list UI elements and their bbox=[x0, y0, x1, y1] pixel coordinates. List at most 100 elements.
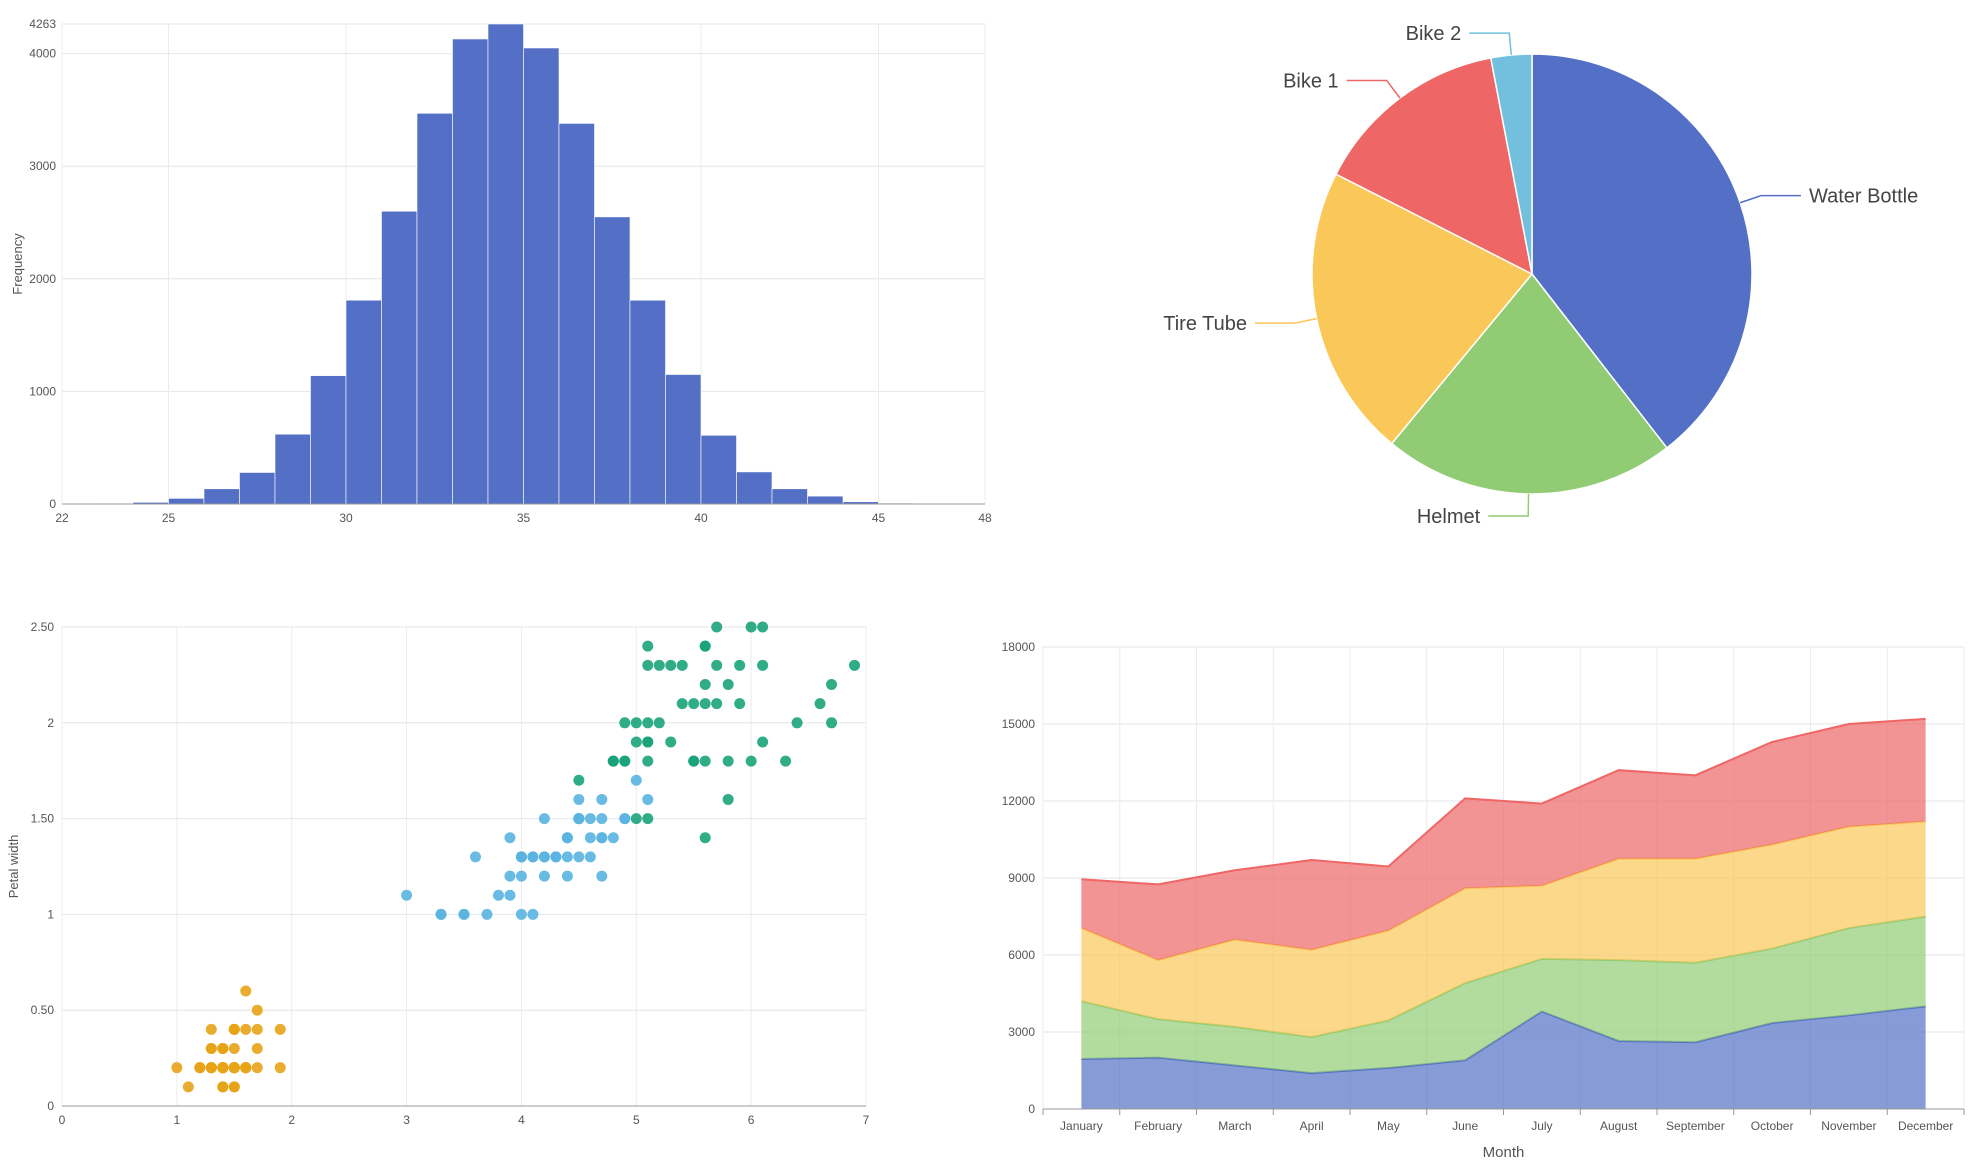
scatter-point bbox=[251, 1062, 263, 1074]
scatter-point bbox=[251, 1043, 263, 1055]
hist-x-tick-label: 48 bbox=[978, 511, 992, 525]
scatter-point bbox=[217, 1081, 229, 1093]
scatter-point bbox=[584, 832, 596, 844]
histogram-bar bbox=[629, 299, 666, 505]
scatter-point bbox=[619, 717, 631, 729]
area-series-fill bbox=[1081, 916, 1926, 1074]
scatter-point bbox=[171, 1062, 183, 1074]
histogram-bar bbox=[274, 433, 311, 505]
scatter-point bbox=[481, 908, 493, 920]
histogram-chart: 0 1000 2000 3000 4000 4263 22 25 30 35 40 45 48 Frequ… bbox=[10, 17, 992, 525]
area-x-tick-label: June bbox=[1452, 1119, 1478, 1133]
area-series-fill bbox=[1081, 718, 1926, 961]
scatter-point bbox=[676, 659, 688, 671]
scatter-point bbox=[596, 813, 608, 825]
scatter-point bbox=[584, 813, 596, 825]
scatter-point bbox=[205, 1043, 217, 1055]
histogram-bar bbox=[523, 47, 560, 505]
area-y-tick-label: 12000 bbox=[1002, 794, 1036, 808]
hist-x-tick-label: 30 bbox=[339, 511, 353, 525]
histogram-bar bbox=[594, 216, 631, 505]
scatter-point bbox=[515, 870, 527, 882]
area-x-tick-label: November bbox=[1821, 1119, 1876, 1133]
hist-y-tick-label: 3000 bbox=[29, 159, 56, 173]
scatter-y-tick-label: 1 bbox=[47, 907, 54, 921]
scatter-point bbox=[561, 851, 573, 863]
scatter-point bbox=[711, 698, 723, 710]
histogram-bar bbox=[239, 472, 276, 505]
scatter-point bbox=[538, 813, 550, 825]
scatter-point bbox=[814, 698, 826, 710]
scatter-point bbox=[653, 717, 665, 729]
scatter-point bbox=[251, 1004, 263, 1016]
scatter-point bbox=[745, 621, 757, 633]
scatter-point bbox=[217, 1043, 229, 1055]
scatter-point bbox=[757, 621, 769, 633]
scatter-point bbox=[826, 717, 838, 729]
scatter-point bbox=[619, 813, 631, 825]
area-series-fill bbox=[1081, 1006, 1926, 1109]
hist-x-tick-label: 40 bbox=[694, 511, 708, 525]
scatter-point bbox=[699, 640, 711, 652]
area-series-line bbox=[1081, 717, 1926, 886]
scatter-point bbox=[630, 774, 642, 786]
scatter-point bbox=[228, 1023, 240, 1035]
scatter-point bbox=[826, 678, 838, 690]
scatter-x-tick-label: 4 bbox=[518, 1113, 525, 1127]
area-series-line bbox=[1081, 915, 1926, 1039]
pie-slice bbox=[1311, 173, 1534, 445]
area-x-tick-label: February bbox=[1134, 1119, 1182, 1133]
scatter-point bbox=[734, 698, 746, 710]
scatter-point bbox=[665, 659, 677, 671]
scatter-point bbox=[688, 698, 700, 710]
scatter-point bbox=[642, 813, 654, 825]
area-y-tick-label: 3000 bbox=[1008, 1025, 1035, 1039]
scatter-point bbox=[228, 1043, 240, 1055]
area-x-tick-label: September bbox=[1666, 1119, 1725, 1133]
hist-y-tick-label: 2000 bbox=[29, 272, 56, 286]
scatter-y-tick-label: 0.50 bbox=[31, 1003, 55, 1017]
scatter-point bbox=[538, 870, 550, 882]
scatter-point bbox=[573, 813, 585, 825]
area-x-tick-label: August bbox=[1600, 1119, 1638, 1133]
hist-x-tick-label: 35 bbox=[517, 511, 531, 525]
area-x-tick-label: July bbox=[1531, 1119, 1552, 1133]
scatter-point bbox=[711, 621, 723, 633]
scatter-point bbox=[217, 1062, 229, 1074]
hist-y-tick-label: 0 bbox=[49, 497, 56, 511]
histogram-bar bbox=[381, 210, 418, 505]
scatter-point bbox=[458, 908, 470, 920]
scatter-x-tick-label: 3 bbox=[403, 1113, 410, 1127]
area-x-tick-label: October bbox=[1751, 1119, 1794, 1133]
scatter-point bbox=[699, 832, 711, 844]
pie-slice-label: Bike 1 bbox=[1283, 70, 1339, 92]
scatter-point bbox=[619, 755, 631, 767]
hist-y-tick-label: 4000 bbox=[29, 47, 56, 61]
scatter-point bbox=[205, 1062, 217, 1074]
scatter-point bbox=[722, 678, 734, 690]
scatter-point bbox=[435, 908, 447, 920]
pie-slice bbox=[1489, 53, 1533, 275]
scatter-point bbox=[550, 851, 562, 863]
scatter-point bbox=[653, 659, 665, 671]
pie-leader-line bbox=[1488, 493, 1530, 517]
scatter-point bbox=[630, 736, 642, 748]
scatter-point bbox=[527, 851, 539, 863]
histogram-bar bbox=[345, 299, 382, 505]
scatter-point bbox=[515, 851, 527, 863]
scatter-x-tick-label: 0 bbox=[59, 1113, 66, 1127]
pie-slice bbox=[1390, 272, 1668, 495]
hist-y-tick-label: 1000 bbox=[29, 384, 56, 398]
area-series-line bbox=[1081, 1005, 1926, 1075]
scatter-point bbox=[251, 1023, 263, 1035]
scatter-point bbox=[504, 832, 516, 844]
histogram-bar bbox=[203, 488, 240, 505]
scatter-point bbox=[642, 717, 654, 729]
pie-leader-line bbox=[1255, 317, 1317, 324]
scatter-point bbox=[711, 659, 723, 671]
scatter-point bbox=[607, 755, 619, 767]
histogram-bar bbox=[807, 495, 844, 505]
scatter-point bbox=[699, 698, 711, 710]
area-y-tick-label: 15000 bbox=[1002, 717, 1036, 731]
scatter-y-tick-label: 2.50 bbox=[31, 620, 55, 634]
